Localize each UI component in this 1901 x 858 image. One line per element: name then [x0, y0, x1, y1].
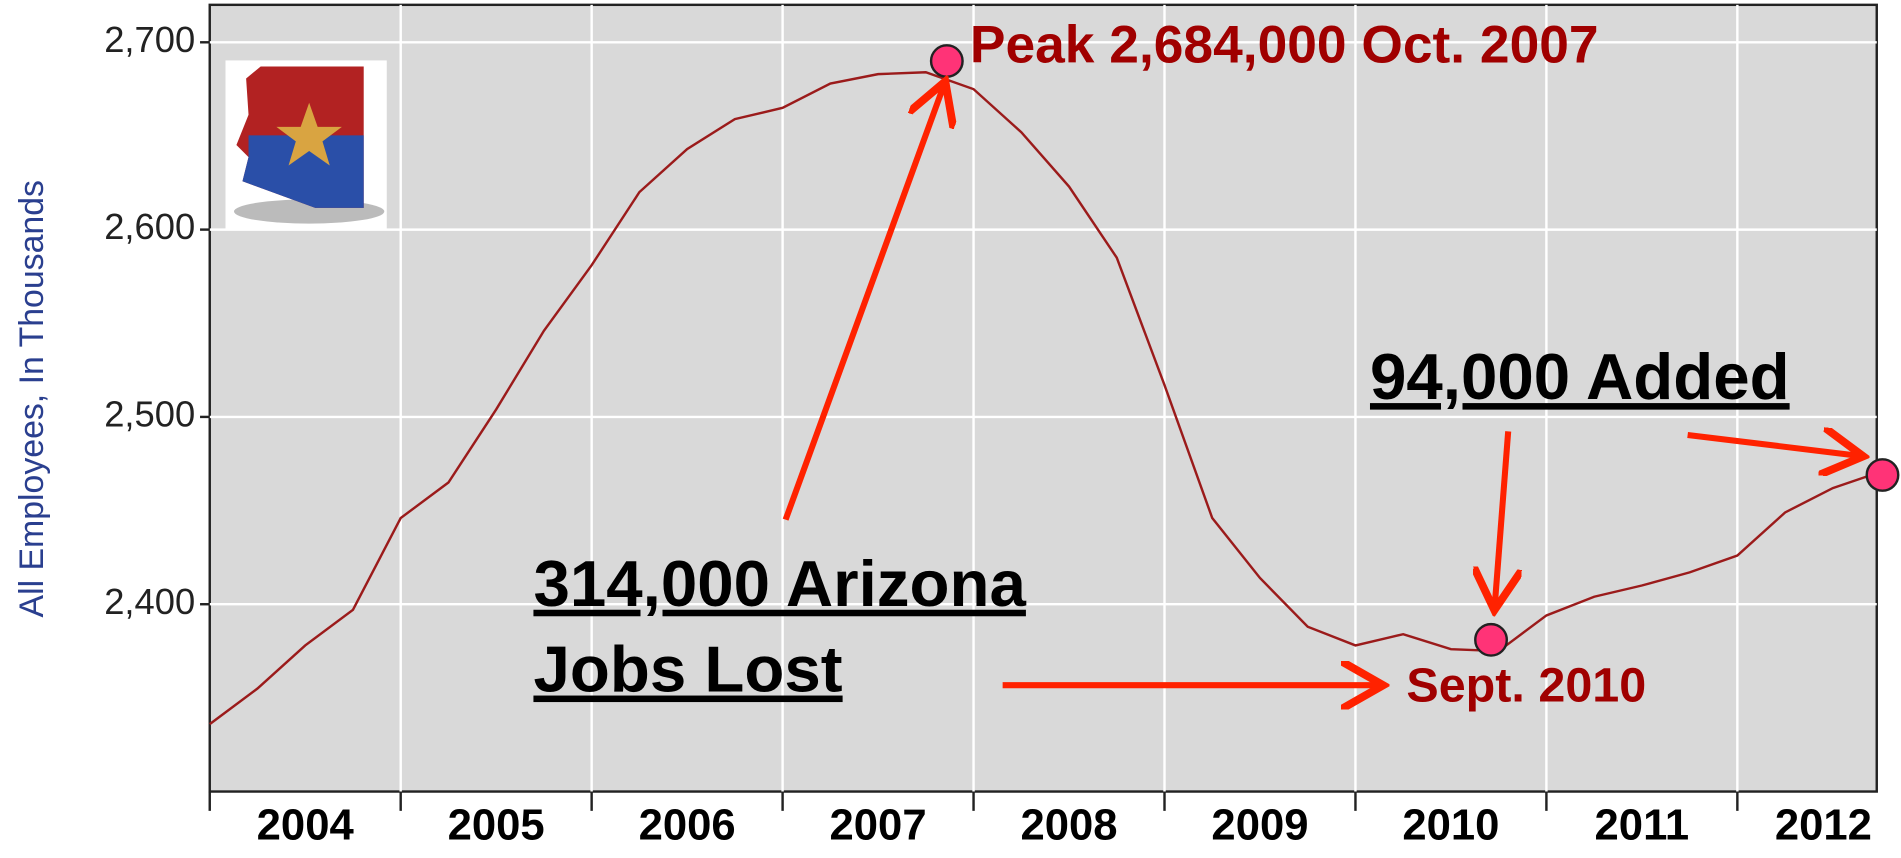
arrow: [1687, 435, 1858, 456]
y-axis-label: All Employees, In Thousands: [13, 180, 51, 617]
marker: [929, 44, 964, 78]
x-tick-label: 2010: [1402, 801, 1499, 849]
x-tick-label: 2009: [1211, 801, 1308, 849]
x-tick-label: 2006: [639, 801, 736, 849]
line: [209, 71, 1878, 726]
marker: [1474, 622, 1509, 657]
annotation: Peak 2,684,000 Oct. 2007: [970, 15, 1599, 74]
logo: [225, 60, 387, 230]
x-tick-label: 2012: [1775, 801, 1872, 849]
y-tick-label: 2,400: [104, 581, 195, 622]
annotation: 94,000 Added: [1370, 340, 1790, 413]
x-tick-label: 2007: [830, 801, 927, 849]
y-tick-label: 2,600: [104, 206, 195, 247]
annotation: Sept. 2010: [1406, 659, 1646, 713]
x-tick-label: 2005: [448, 801, 545, 849]
arrow: [1495, 431, 1508, 604]
x-tick-label: 2011: [1595, 801, 1690, 849]
x-tick-label: 2004: [257, 801, 354, 849]
marker: [1865, 458, 1900, 492]
y-tick-label: 2,700: [104, 19, 195, 60]
y-tick-label: 2,500: [104, 394, 195, 435]
x-tick-label: 2008: [1020, 801, 1117, 849]
plot-area: [208, 3, 1878, 793]
annotation: 314,000 Arizona: [533, 547, 1026, 620]
arrow: [782, 87, 944, 521]
annotation: Jobs Lost: [533, 633, 842, 706]
